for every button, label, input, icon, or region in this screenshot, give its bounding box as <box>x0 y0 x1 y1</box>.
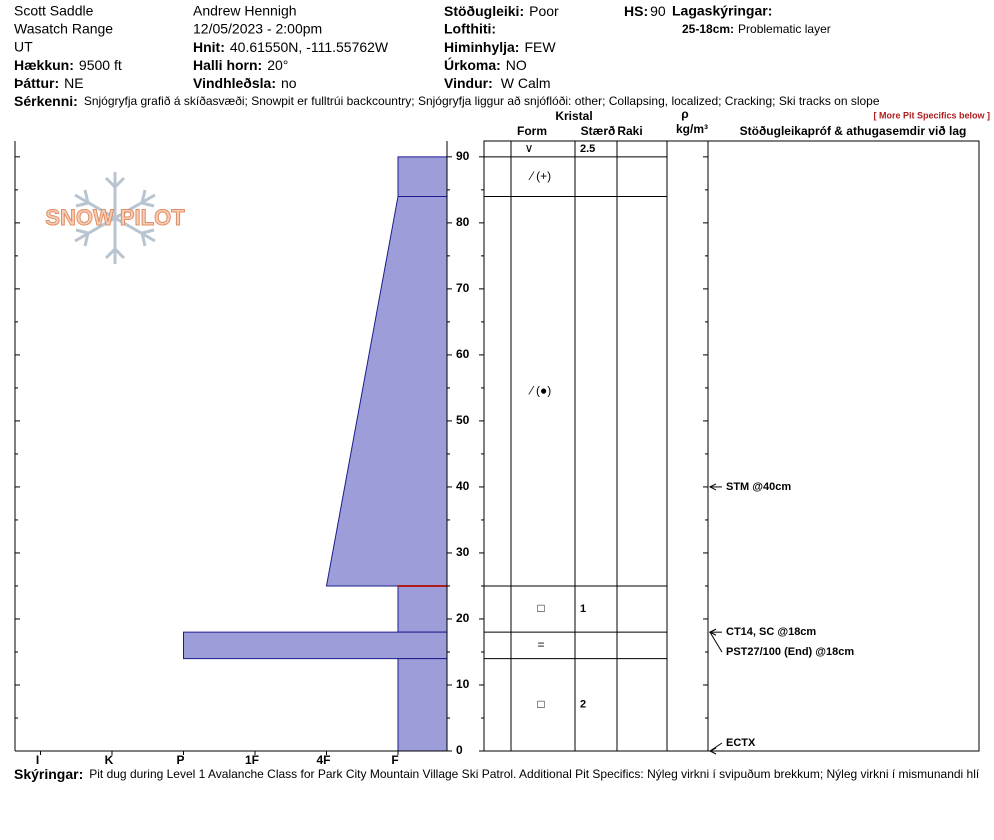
y-tick-label: 30 <box>456 545 470 559</box>
label: Úrkoma: <box>444 56 501 73</box>
label: Vindhleðsla: <box>193 75 276 91</box>
value: Snjógryfja grafið á skíðasvæði; Snowpit … <box>84 94 880 108</box>
test-arrowhead <box>708 628 717 636</box>
label: Sérkenni: <box>14 93 78 109</box>
x-tick-label: K <box>105 753 114 767</box>
value: 20° <box>267 57 288 73</box>
crystal-form: □ <box>537 697 544 711</box>
text: Problematic layer <box>738 22 831 36</box>
x-tick-label: F <box>391 753 398 767</box>
test-label: ECTX <box>726 737 756 749</box>
test-label: CT14, SC @18cm <box>726 626 816 638</box>
label: Hækkun: <box>14 57 74 73</box>
surface-form: ∨ <box>525 141 534 155</box>
test-label: PST27/100 (End) @18cm <box>726 646 854 658</box>
test-pointer <box>709 631 723 653</box>
hardness-layer <box>397 585 448 633</box>
value: 40.61550N, -111.55762W <box>230 39 389 55</box>
wind-loading: Vindhleðsla: no <box>193 75 297 91</box>
logo <box>74 172 156 264</box>
features: Sérkenni: Snjógryfja grafið á skíðasvæði;… <box>14 93 880 109</box>
datetime: 12/05/2023 - 2:00pm <box>193 21 322 37</box>
table-frame <box>483 140 980 752</box>
x-tick-label: P <box>176 753 184 767</box>
column-header: Form <box>517 124 547 138</box>
y-tick-label: 0 <box>456 743 463 757</box>
y-tick-label: 20 <box>456 611 470 625</box>
sky: Himinhylja: FEW <box>444 39 556 55</box>
x-tick-label: I <box>36 753 39 767</box>
value: W Calm <box>501 75 551 91</box>
location: Scott Saddle <box>14 3 94 19</box>
more-specifics: [ More Pit Specifics below ] <box>873 110 990 120</box>
hardness-layer <box>325 195 448 587</box>
wind: Vindur: W Calm <box>444 75 551 91</box>
crystal-size: 2 <box>580 699 586 711</box>
y-tick-label: 90 <box>456 149 470 163</box>
crystal-form: □ <box>537 601 544 615</box>
label: Halli horn: <box>193 57 262 73</box>
column-header: Stöðugleikapróf & athugasemdir við lag <box>740 124 967 138</box>
y-tick-label: 50 <box>456 413 470 427</box>
hardness-layer <box>397 156 448 197</box>
test-arrowhead <box>708 747 717 755</box>
stability: Stöðugleiki: Poor <box>444 3 559 19</box>
label: Þáttur: <box>14 75 59 91</box>
y-tick-label: 80 <box>456 215 470 229</box>
layer-notes-title: Lagaskýringar: <box>672 3 772 19</box>
value: no <box>281 75 297 91</box>
test-label: STM @40cm <box>726 481 791 493</box>
label: HS: <box>624 3 648 19</box>
column-header: Stærð <box>581 124 616 138</box>
crystal-form: = <box>537 638 544 652</box>
crystal-size: 1 <box>580 603 586 615</box>
x-tick-label: 4F <box>316 753 330 767</box>
state: UT <box>14 39 33 55</box>
precip: Úrkoma: NO <box>444 56 527 73</box>
label: Himinhylja: <box>444 39 519 55</box>
range: 25-18cm: <box>682 22 734 36</box>
hardness-layer <box>183 631 448 660</box>
value: NO <box>506 57 527 73</box>
column-header: Kristal <box>555 109 592 123</box>
logo-text: SNOW PILOT <box>45 205 185 230</box>
column-header: kg/m³ <box>676 122 708 136</box>
value: 90 <box>650 3 666 19</box>
range: Wasatch Range <box>14 21 113 37</box>
hs: HS: 90 <box>624 3 666 19</box>
column-header: ρ <box>681 107 688 121</box>
hardness-layer <box>397 658 448 752</box>
x-tick-label: 1F <box>245 753 259 767</box>
test-arrowhead <box>708 483 717 491</box>
header: Scott Saddle Wasatch Range UT Hækkun: 950… <box>14 3 880 109</box>
profile-chart: 0 10 20 30 40 50 60 70 80 90 I K P 1F 4F F Kristal Form St… <box>14 107 990 767</box>
observer: Andrew Hennigh <box>193 3 297 19</box>
text: Pit dug during Level 1 Avalanche Class f… <box>89 767 980 781</box>
elevation: Hækkun: 9500 ft <box>14 57 122 73</box>
column-header: Raki <box>617 124 642 138</box>
crystal-form: ⁄ (●) <box>528 383 552 397</box>
surface-size: 2.5 <box>580 143 595 155</box>
value: NE <box>64 75 83 91</box>
air-temp: Lofthiti: <box>444 21 496 37</box>
y-tick-label: 60 <box>456 347 470 361</box>
y-tick-label: 70 <box>456 281 470 295</box>
crystal-form: ⁄ (+) <box>528 169 551 183</box>
value: 9500 ft <box>79 57 122 73</box>
layer-note: 25-18cm: Problematic layer <box>682 22 831 36</box>
label: Vindur: <box>444 75 493 91</box>
value: FEW <box>524 39 556 55</box>
label: Hnit: <box>193 39 225 55</box>
coords: Hnit: 40.61550N, -111.55762W <box>193 39 389 55</box>
aspect: Þáttur: NE <box>14 75 84 91</box>
y-tick-label: 10 <box>456 677 470 691</box>
label: Stöðugleiki: <box>444 3 524 19</box>
value: Poor <box>529 3 559 19</box>
slope: Halli horn: 20° <box>193 57 288 73</box>
y-tick-label: 40 <box>456 479 470 493</box>
label: Skýringar: <box>14 766 83 782</box>
footer: Skýringar: Pit dug during Level 1 Avalanc… <box>14 766 980 782</box>
